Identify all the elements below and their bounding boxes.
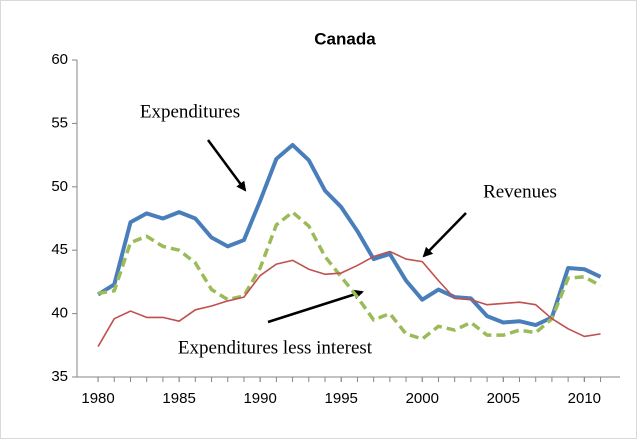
y-tick-label: 45 xyxy=(51,241,68,258)
y-tick-label: 50 xyxy=(51,178,68,195)
line-series xyxy=(97,250,601,347)
y-tick-label: 60 xyxy=(51,51,68,68)
line-series xyxy=(97,210,602,341)
series-annotation: Expenditures less interest xyxy=(178,337,373,358)
y-tick-label: 35 xyxy=(51,368,68,385)
x-tick-label: 1980 xyxy=(81,390,114,407)
x-tick-label: 2010 xyxy=(568,390,601,407)
line-series xyxy=(97,142,602,328)
arrow xyxy=(422,212,467,258)
arrow xyxy=(267,289,364,324)
arrow xyxy=(206,139,247,192)
x-tick-label: 2005 xyxy=(487,390,520,407)
y-tick-label: 55 xyxy=(51,114,68,131)
chart-title: Canada xyxy=(314,29,376,48)
y-tick-label: 40 xyxy=(51,305,68,322)
x-tick-label: 1985 xyxy=(162,390,195,407)
x-tick-label: 1990 xyxy=(243,390,276,407)
x-tick-label: 1995 xyxy=(325,390,358,407)
x-tick-label: 2000 xyxy=(406,390,439,407)
series-annotation: Expenditures xyxy=(140,101,240,122)
series-annotation: Revenues xyxy=(483,181,557,202)
